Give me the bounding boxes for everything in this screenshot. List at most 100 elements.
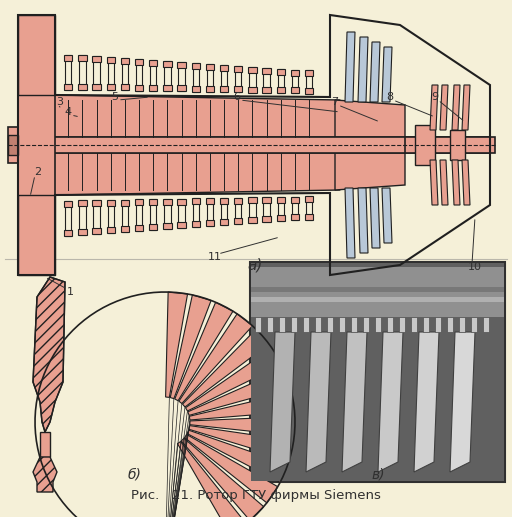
Polygon shape: [179, 314, 252, 403]
Bar: [177, 199, 186, 205]
Bar: [234, 197, 242, 204]
Bar: [221, 198, 227, 225]
Bar: [108, 57, 114, 90]
Bar: [135, 199, 143, 205]
Bar: [250, 262, 505, 482]
Bar: [262, 197, 271, 203]
Polygon shape: [378, 332, 403, 472]
Text: Рис.   21. Ротор ГТУ фирмы Siemens: Рис. 21. Ротор ГТУ фирмы Siemens: [131, 489, 381, 502]
Bar: [483, 317, 489, 332]
Bar: [135, 85, 143, 90]
Bar: [291, 196, 299, 203]
Polygon shape: [184, 434, 278, 503]
Bar: [234, 66, 242, 72]
Bar: [121, 226, 129, 232]
Bar: [178, 62, 185, 92]
Bar: [251, 297, 504, 302]
Polygon shape: [430, 160, 438, 205]
Bar: [276, 69, 285, 74]
Bar: [262, 68, 271, 73]
Bar: [387, 317, 393, 332]
Polygon shape: [414, 332, 439, 472]
Polygon shape: [20, 15, 340, 137]
Text: 7: 7: [331, 97, 338, 107]
Bar: [79, 55, 86, 90]
Bar: [122, 200, 128, 232]
Bar: [136, 199, 142, 231]
Text: 6: 6: [233, 92, 241, 102]
Text: 8: 8: [387, 92, 394, 102]
Bar: [375, 317, 381, 332]
Text: 1: 1: [67, 287, 74, 297]
Polygon shape: [370, 188, 380, 248]
Polygon shape: [175, 302, 233, 401]
Bar: [351, 317, 357, 332]
Bar: [121, 84, 129, 90]
Bar: [65, 201, 71, 236]
Bar: [262, 87, 271, 93]
Polygon shape: [345, 32, 355, 102]
Bar: [248, 217, 257, 223]
Bar: [415, 125, 435, 165]
Text: 11: 11: [208, 252, 222, 262]
Bar: [399, 317, 405, 332]
Bar: [235, 66, 241, 93]
Bar: [149, 199, 157, 205]
Polygon shape: [342, 332, 367, 472]
Bar: [164, 199, 170, 229]
Text: 9: 9: [432, 92, 439, 102]
Bar: [106, 200, 115, 206]
Polygon shape: [178, 442, 246, 517]
Text: 3: 3: [56, 97, 63, 107]
Bar: [220, 219, 228, 225]
Bar: [78, 55, 87, 62]
Polygon shape: [370, 42, 380, 102]
Bar: [135, 59, 143, 65]
Bar: [306, 196, 312, 220]
Polygon shape: [270, 332, 295, 472]
Bar: [106, 84, 115, 90]
Bar: [177, 62, 186, 68]
Polygon shape: [462, 85, 470, 130]
Bar: [163, 223, 172, 229]
Polygon shape: [440, 160, 448, 205]
Bar: [279, 317, 285, 332]
Bar: [92, 227, 101, 234]
Bar: [411, 317, 417, 332]
Bar: [251, 267, 504, 317]
Bar: [276, 197, 285, 203]
Bar: [248, 197, 257, 203]
Bar: [163, 85, 172, 91]
Bar: [291, 70, 299, 75]
Text: 4: 4: [65, 107, 72, 117]
Bar: [291, 87, 299, 94]
Polygon shape: [306, 332, 331, 472]
Bar: [64, 201, 72, 206]
Bar: [207, 64, 213, 92]
Bar: [163, 199, 172, 205]
Bar: [93, 56, 100, 90]
Polygon shape: [335, 153, 405, 190]
Bar: [305, 70, 313, 77]
Bar: [363, 317, 369, 332]
Bar: [18, 5, 340, 285]
Bar: [305, 214, 313, 220]
Bar: [108, 200, 114, 233]
Text: 2: 2: [34, 167, 41, 177]
Polygon shape: [170, 295, 211, 399]
Bar: [64, 84, 72, 89]
Bar: [149, 85, 157, 91]
Bar: [405, 137, 495, 153]
Bar: [177, 222, 186, 228]
Bar: [65, 54, 71, 89]
Bar: [122, 58, 128, 90]
Bar: [193, 199, 199, 227]
Bar: [292, 196, 298, 220]
Bar: [8, 127, 18, 163]
Bar: [136, 59, 142, 90]
Bar: [315, 317, 321, 332]
Bar: [251, 263, 504, 481]
Text: б): б): [128, 468, 142, 482]
Bar: [249, 197, 255, 223]
Polygon shape: [188, 369, 290, 415]
